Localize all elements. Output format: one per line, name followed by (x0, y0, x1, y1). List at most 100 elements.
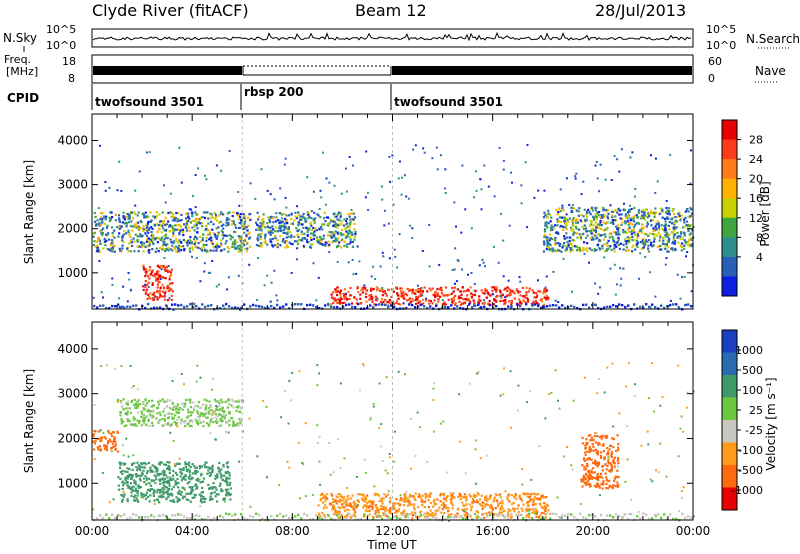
power-cell (473, 196, 475, 199)
velocity-cell (601, 465, 604, 468)
power-cell (547, 246, 550, 249)
power-cell (650, 210, 653, 213)
power-cell (444, 168, 447, 171)
velocity-cell (111, 435, 114, 438)
velocity-cell (596, 451, 599, 454)
power-cell (676, 235, 679, 238)
velocity-cell (186, 398, 189, 401)
velocity-cell (249, 505, 252, 508)
power-cell (625, 246, 628, 249)
power-cell (667, 224, 670, 227)
velocity-cell (154, 475, 158, 478)
velocity-cell (606, 464, 609, 468)
velocity-cell (226, 461, 229, 464)
velocity-cell (126, 474, 129, 478)
power-cell (533, 196, 536, 199)
power-cell (677, 212, 680, 215)
velocity-cell (586, 443, 589, 446)
power-cell (402, 290, 405, 294)
velocity-cell (211, 498, 214, 501)
velocity-cell (236, 422, 239, 425)
velocity-cell (331, 494, 334, 497)
power-cell (332, 233, 335, 236)
velocity-cell (218, 414, 221, 417)
velocity-cell (529, 508, 532, 511)
power-cell (245, 235, 248, 238)
power-cell (228, 234, 231, 237)
power-cell (581, 249, 584, 252)
power-cell (599, 223, 602, 226)
power-cell (379, 265, 382, 268)
power-cell (547, 212, 550, 215)
velocity-cell (130, 494, 133, 497)
power-cell (380, 297, 383, 301)
power-cell (348, 229, 351, 232)
power-cell (151, 283, 154, 286)
velocity-cell (380, 505, 383, 508)
power-cell (158, 292, 161, 295)
power-cell (677, 241, 680, 244)
power-cell (585, 219, 588, 222)
velocity-cell (190, 487, 193, 490)
power-cell (414, 289, 417, 292)
velocity-cell (590, 471, 593, 474)
power-cell (159, 306, 162, 309)
power-cell (673, 249, 676, 252)
power-cell (409, 301, 412, 304)
velocity-cell (435, 503, 438, 506)
velocity-cell (155, 417, 158, 420)
power-cell (680, 217, 683, 220)
power-cell (128, 216, 131, 219)
velocity-cell (381, 460, 384, 462)
power-cell (277, 219, 280, 222)
power-cell (550, 224, 553, 227)
velocity-cell (124, 477, 127, 480)
power-cell (201, 216, 204, 219)
power-cell (314, 217, 317, 220)
velocity-cell (137, 485, 140, 488)
power-cell (688, 233, 691, 236)
velocity-cell (228, 483, 231, 487)
power-cell (307, 211, 310, 215)
power-cell (608, 236, 611, 239)
velocity-cell (158, 411, 161, 414)
power-cell (260, 232, 263, 235)
velocity-cell (178, 499, 181, 502)
velocity-cell (571, 468, 574, 471)
power-cell (426, 307, 429, 310)
power-cell (148, 251, 151, 254)
velocity-cell (223, 416, 226, 419)
power-cell (158, 289, 162, 292)
power-cell (620, 148, 623, 151)
velocity-cell (119, 463, 122, 467)
velocity-cell (233, 423, 236, 426)
velocity-cell (208, 423, 211, 426)
velocity-cell (607, 487, 610, 490)
velocity-cell (190, 492, 193, 495)
velocity-cell (215, 406, 218, 409)
power-cell (308, 215, 311, 218)
power-cell (690, 305, 693, 308)
power-cell (588, 211, 591, 214)
velocity-cell (190, 490, 193, 493)
power-cell (411, 236, 414, 239)
power-cell (317, 238, 320, 241)
power-cell (473, 293, 476, 297)
power-cell (211, 260, 214, 262)
velocity-cell (228, 419, 231, 422)
power-cell (165, 304, 168, 307)
power-cell (272, 228, 275, 231)
power-cell (443, 294, 446, 297)
velocity-cell (211, 388, 213, 391)
power-cell (138, 228, 141, 231)
power-cell (225, 218, 228, 221)
velocity-cell (601, 487, 604, 490)
power-cell (161, 290, 164, 293)
velocity-cell (215, 493, 218, 496)
power-cell (128, 221, 131, 224)
velocity-cell (430, 514, 433, 517)
velocity-cell (364, 500, 367, 503)
power-cell (553, 227, 556, 230)
velocity-cell (172, 408, 175, 411)
velocity-cell (468, 503, 471, 506)
